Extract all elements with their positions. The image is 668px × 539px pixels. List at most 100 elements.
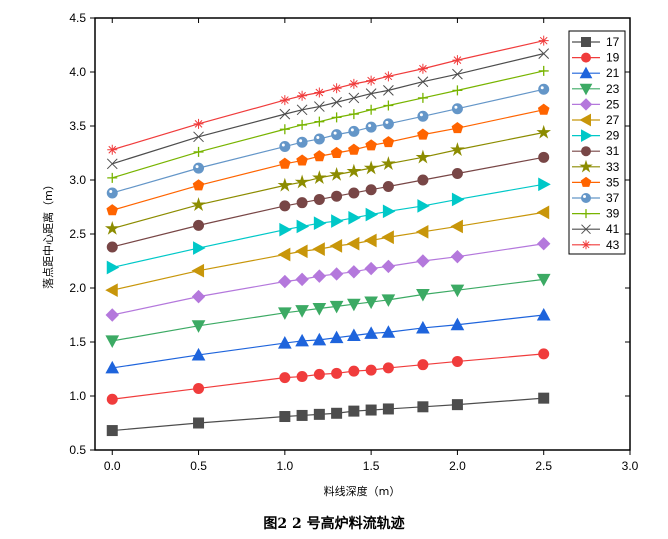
data-point: [364, 326, 378, 339]
data-point: [191, 197, 206, 212]
data-point: [279, 95, 290, 106]
data-point: [193, 382, 205, 394]
x-tick-label: 1.5: [363, 459, 380, 473]
data-point: [297, 90, 308, 101]
data-point: [382, 136, 395, 148]
legend-item: 19: [572, 51, 620, 65]
data-point: [538, 35, 549, 46]
data-point: [313, 150, 326, 162]
sphere-highlight: [299, 139, 303, 143]
data-point: [193, 146, 204, 157]
data-point: [581, 209, 591, 219]
x-tick-label: 3.0: [622, 459, 639, 473]
data-point: [313, 193, 325, 205]
data-point: [278, 274, 292, 289]
data-point: [313, 368, 325, 380]
data-point: [451, 103, 463, 115]
data-point: [364, 233, 377, 248]
data-point: [417, 359, 429, 371]
data-point: [348, 109, 359, 120]
y-tick-label: 4.0: [69, 65, 86, 79]
data-point: [366, 104, 377, 115]
data-point: [193, 118, 204, 129]
series-43: [107, 35, 549, 155]
data-point: [452, 85, 463, 96]
legend-label: 21: [606, 66, 620, 80]
y-tick-label: 4.5: [69, 11, 86, 25]
data-point: [415, 224, 429, 239]
legend-item: 39: [572, 207, 620, 221]
data-point: [450, 249, 465, 264]
series-line: [112, 53, 544, 165]
data-point: [297, 119, 308, 130]
data-point: [296, 136, 308, 148]
data-point: [381, 294, 396, 307]
data-point: [193, 162, 205, 174]
data-point: [348, 143, 360, 155]
data-point: [364, 261, 378, 276]
data-point: [331, 214, 344, 228]
legend-label: 41: [606, 222, 620, 236]
sphere-highlight: [454, 105, 458, 109]
sphere-highlight: [195, 165, 199, 169]
legend-item: 27: [572, 113, 620, 127]
x-tick-label: 0.0: [104, 459, 121, 473]
y-tick-label: 0.5: [69, 443, 86, 457]
y-tick-label: 2.5: [69, 227, 86, 241]
data-point: [348, 210, 361, 225]
data-point: [536, 273, 551, 287]
data-point: [329, 330, 344, 344]
y-tick-label: 1.5: [69, 335, 86, 349]
data-point: [312, 242, 325, 256]
data-point: [416, 254, 430, 268]
data-point: [296, 371, 308, 383]
series-29: [106, 177, 551, 275]
data-point: [193, 417, 205, 429]
data-point: [107, 172, 118, 183]
legend-label: 23: [606, 82, 620, 96]
data-point: [581, 129, 593, 142]
series-25: [105, 237, 551, 322]
series-line: [112, 40, 544, 151]
series-17: [106, 392, 550, 437]
data-point: [452, 55, 463, 66]
data-point: [383, 85, 394, 96]
figure-caption: 图2 2 号高炉料流轨迹: [263, 515, 404, 532]
data-point: [382, 403, 394, 415]
data-point: [329, 300, 344, 314]
data-point: [538, 348, 550, 360]
data-point: [313, 408, 325, 420]
data-point: [450, 219, 463, 234]
series-19: [106, 348, 550, 405]
legend-label: 27: [606, 113, 620, 127]
series-21: [105, 307, 551, 374]
data-point: [277, 307, 292, 320]
data-point: [365, 364, 377, 376]
legend-box: [568, 30, 626, 255]
data-point: [331, 112, 342, 123]
data-point: [381, 259, 396, 274]
data-point: [279, 141, 291, 153]
sphere-highlight: [583, 195, 586, 198]
series-line: [112, 109, 544, 211]
legend-item: 23: [572, 82, 620, 96]
data-point: [416, 320, 430, 334]
legend-label: 39: [606, 207, 620, 221]
data-point: [451, 192, 465, 207]
data-point: [193, 131, 204, 143]
data-point: [106, 425, 118, 437]
data-point: [382, 362, 394, 374]
data-point: [346, 236, 360, 251]
data-point: [348, 78, 359, 89]
legend-label: 37: [606, 191, 620, 205]
x-tick-label: 2.5: [535, 459, 552, 473]
data-point: [365, 121, 377, 133]
data-point: [105, 308, 119, 322]
data-point: [417, 110, 429, 122]
data-point: [581, 52, 591, 63]
data-point: [330, 146, 343, 158]
series-line: [112, 70, 544, 179]
data-point: [579, 83, 593, 96]
data-point: [579, 66, 593, 79]
data-point: [417, 92, 428, 103]
